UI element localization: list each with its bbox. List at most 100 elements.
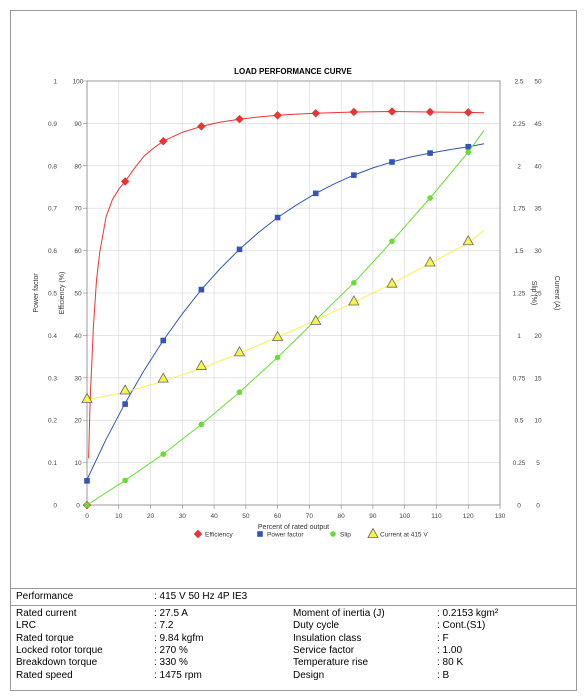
x-tick-label: 130 xyxy=(495,513,506,520)
circle-marker xyxy=(122,477,128,484)
current-tick-label: 40 xyxy=(534,163,542,170)
power-factor-tick-label: 0.4 xyxy=(48,333,57,340)
series-line xyxy=(86,143,485,480)
spec-value: : 270 % xyxy=(154,644,188,656)
x-tick-label: 20 xyxy=(147,513,155,520)
triangle-marker xyxy=(81,392,93,403)
diamond-marker xyxy=(120,177,130,186)
slip-tick-label: 1.5 xyxy=(514,248,523,255)
series-line xyxy=(86,129,485,506)
triangle-marker xyxy=(424,256,436,267)
triangle-marker xyxy=(271,330,284,341)
power-factor-axis-label: Power factor xyxy=(33,273,40,313)
legend: Efficiency Power factor Slip Current at 415… xyxy=(193,527,428,539)
diamond-marker xyxy=(193,529,203,539)
legend-item: Slip xyxy=(330,531,351,539)
power-factor-tick-label: 0.9 xyxy=(48,121,57,128)
slip-tick-label: 1 xyxy=(517,333,521,340)
triangle-marker xyxy=(386,277,398,288)
spec-label: Design xyxy=(293,669,325,681)
spec-label: LRC xyxy=(16,620,37,632)
square-marker xyxy=(160,337,167,344)
diamond-marker xyxy=(235,114,244,124)
power-factor-tick-label: 1 xyxy=(53,79,57,86)
legend-label: Efficiency xyxy=(205,532,233,539)
circle-marker xyxy=(198,421,205,428)
x-tick-label: 80 xyxy=(338,513,346,520)
series-power-factor xyxy=(84,143,485,484)
efficiency-tick-label: 60 xyxy=(74,248,82,255)
circle-marker xyxy=(274,354,281,361)
spec-rows: Rated current: 27.5 A LRC: 7.2 Rated torqu… xyxy=(10,606,577,690)
slip-tick-label: 1.75 xyxy=(513,206,526,213)
efficiency-tick-label: 30 xyxy=(74,375,82,382)
spec-label: Insulation class xyxy=(293,632,362,644)
current-tick-label: 5 xyxy=(536,460,540,467)
x-tick-label: 60 xyxy=(274,513,282,520)
diamond-marker xyxy=(311,108,321,118)
circle-marker xyxy=(84,502,90,508)
square-marker xyxy=(351,172,357,178)
performance-label: Performance xyxy=(16,591,74,602)
efficiency-tick-label: 80 xyxy=(74,163,82,170)
current-tick-label: 50 xyxy=(534,79,542,86)
spec-value: : Cont.(S1) xyxy=(437,620,486,632)
spec-label: Breakdown torque xyxy=(16,657,98,669)
slip-tick-label: 0.75 xyxy=(513,375,526,382)
spec-value: : 1475 rpm xyxy=(154,669,202,681)
triangle-marker xyxy=(367,527,379,538)
triangle-marker xyxy=(462,234,474,246)
triangle-marker xyxy=(195,359,208,370)
spec-value: : 80 K xyxy=(437,657,464,669)
motor-spec-table: Performance : 415 V 50 Hz 4P IE3 Rated c… xyxy=(10,588,577,690)
efficiency-tick-label: 50 xyxy=(74,291,82,298)
x-tick-label: 100 xyxy=(399,513,410,520)
spec-value: : 7.2 xyxy=(154,620,174,632)
series-efficiency xyxy=(82,107,485,510)
square-marker xyxy=(427,150,433,156)
square-marker xyxy=(84,478,90,484)
slip-tick-label: 0.25 xyxy=(513,460,526,467)
spec-label: Rated current xyxy=(16,608,77,619)
efficiency-tick-label: 20 xyxy=(74,418,82,425)
spec-value: : 9.84 kgfm xyxy=(154,632,204,644)
report-frame xyxy=(10,10,577,691)
current-tick-label: 45 xyxy=(534,121,542,128)
performance-value: : 415 V 50 Hz 4P IE3 xyxy=(154,591,248,602)
square-marker xyxy=(236,246,243,253)
square-marker xyxy=(274,214,281,221)
power-factor-tick-label: 0.7 xyxy=(48,206,57,213)
circle-marker xyxy=(427,195,433,201)
power-factor-tick-label: 0.2 xyxy=(48,418,57,425)
diamond-marker xyxy=(197,122,206,131)
x-tick-label: 40 xyxy=(210,513,218,520)
triangle-marker xyxy=(348,295,360,306)
spec-value: : 0.2153 kgm² xyxy=(437,608,499,619)
circle-marker xyxy=(389,238,395,245)
efficiency-tick-label: 10 xyxy=(74,460,82,467)
slip-tick-label: 1.25 xyxy=(513,291,526,298)
square-marker xyxy=(312,190,319,197)
load-performance-chart: LOAD PERFORMANCE CURVE 0 10 20 30 40 50 60 70 80… xyxy=(33,67,560,539)
legend-label: Power factor xyxy=(267,532,304,539)
circle-marker xyxy=(465,149,472,156)
x-tick-label: 70 xyxy=(306,513,314,520)
spec-label: Rated speed xyxy=(16,669,73,681)
triangle-marker xyxy=(233,346,246,357)
square-marker xyxy=(198,286,205,293)
diamond-marker xyxy=(425,107,435,117)
power-factor-tick-label: 0.6 xyxy=(48,248,57,255)
current-tick-label: 15 xyxy=(534,375,542,382)
x-tick-label: 0 xyxy=(85,513,89,520)
spec-label: Locked rotor torque xyxy=(16,644,103,656)
series-current-at-415-v xyxy=(81,229,485,403)
circle-marker xyxy=(351,280,357,286)
x-axis-label: Percent of rated output xyxy=(258,524,329,531)
triangle-marker xyxy=(119,384,131,395)
slip-tick-label: 2 xyxy=(517,163,521,170)
current-tick-label: 0 xyxy=(536,503,540,510)
diamond-marker xyxy=(463,108,473,117)
legend-item: Current at 415 V xyxy=(367,527,428,539)
current-tick-label: 10 xyxy=(534,418,542,425)
